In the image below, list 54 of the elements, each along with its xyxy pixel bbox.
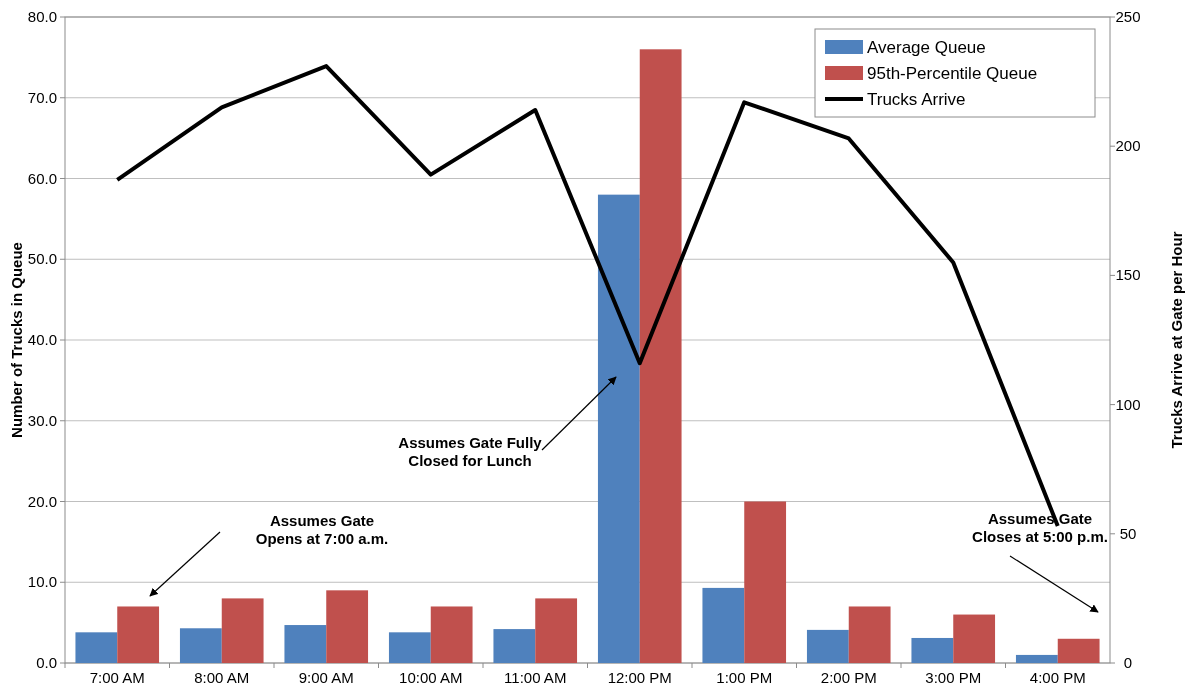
legend-label: 95th-Percentile Queue bbox=[867, 64, 1038, 83]
x-tick-label: 9:00 AM bbox=[298, 669, 354, 686]
y-tick-label: 60.0 bbox=[27, 169, 57, 187]
y-tick-label: 10.0 bbox=[27, 573, 57, 591]
bar bbox=[639, 49, 682, 663]
y-tick-label: 0.0 bbox=[36, 654, 57, 671]
bar bbox=[284, 625, 327, 663]
bar bbox=[848, 606, 891, 663]
x-tick-label: 11:00 AM bbox=[504, 669, 567, 686]
y-tick-label: 20.0 bbox=[27, 492, 57, 510]
annotation: Assumes Gate Closes at 5:00 p.m. bbox=[972, 510, 1108, 545]
x-tick-label: 3:00 PM bbox=[925, 669, 982, 686]
y2-tick-label: 200 bbox=[1115, 137, 1141, 155]
bar bbox=[744, 501, 787, 663]
annotation: Assumes Gate Fully Closed for Lunch bbox=[398, 434, 543, 469]
bar bbox=[806, 629, 849, 663]
bar bbox=[326, 590, 369, 663]
y-tick-label: 50.0 bbox=[27, 250, 57, 268]
bar bbox=[430, 606, 473, 663]
bar bbox=[493, 629, 536, 663]
legend-label: Average Queue bbox=[867, 38, 986, 57]
bar bbox=[597, 194, 640, 663]
y-tick-label: 30.0 bbox=[27, 411, 57, 429]
y2-tick-label: 250 bbox=[1115, 8, 1141, 25]
y-tick-label: 40.0 bbox=[27, 331, 57, 348]
bar bbox=[117, 606, 160, 663]
bar bbox=[221, 598, 264, 663]
y2-tick-label: 0 bbox=[1123, 654, 1133, 671]
y2-axis-title: Trucks Arrive at Gate per Hour bbox=[1168, 231, 1185, 449]
x-tick-label: 1:00 PM bbox=[716, 669, 773, 686]
bar bbox=[388, 632, 431, 663]
y2-tick-label: 100 bbox=[1115, 395, 1141, 413]
bar bbox=[702, 587, 745, 663]
x-tick-label: 2:00 PM bbox=[820, 669, 877, 686]
bar bbox=[911, 637, 954, 663]
bar bbox=[1057, 638, 1100, 663]
y-axis-title: Number of Trucks in Queue bbox=[8, 242, 25, 438]
x-tick-label: 7:00 AM bbox=[89, 669, 145, 686]
line-series bbox=[115, 64, 1060, 529]
y2-tick-label: 150 bbox=[1115, 266, 1141, 284]
x-tick-label: 4:00 PM bbox=[1029, 669, 1086, 686]
bar bbox=[75, 632, 118, 663]
legend-label: Trucks Arrive bbox=[867, 90, 966, 109]
x-tick-label: 12:00 PM bbox=[607, 669, 672, 686]
y-tick-label: 80.0 bbox=[27, 8, 57, 25]
bar bbox=[953, 614, 996, 663]
y-tick-label: 70.0 bbox=[27, 88, 57, 106]
x-tick-label: 8:00 AM bbox=[194, 669, 250, 686]
annotation: Assumes Gate Opens at 7:00 a.m. bbox=[255, 512, 389, 547]
bar bbox=[1015, 654, 1058, 663]
bar bbox=[179, 628, 222, 663]
bar bbox=[535, 598, 578, 663]
y2-tick-label: 50 bbox=[1119, 524, 1137, 542]
x-tick-label: 10:00 AM bbox=[399, 669, 463, 686]
